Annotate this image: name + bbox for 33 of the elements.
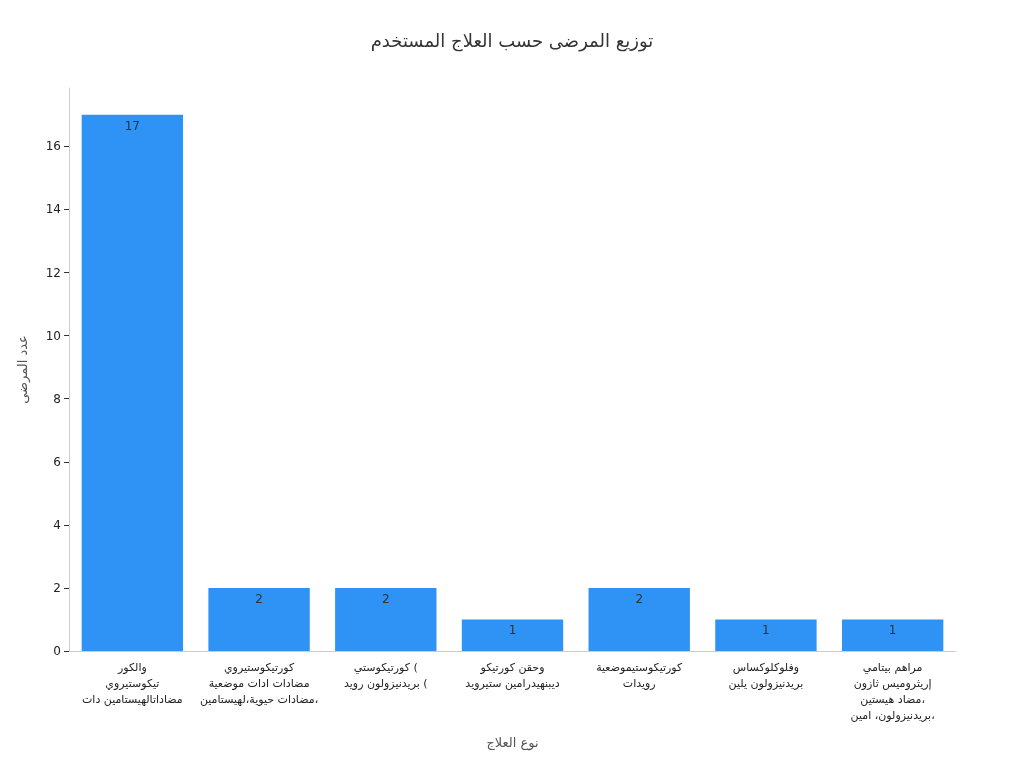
y-tick-label: 16	[45, 139, 61, 154]
bar	[461, 619, 564, 651]
y-tick-label: 2	[53, 580, 61, 595]
x-axis-title: نوع العلاج	[486, 735, 539, 751]
x-tick-label: وفلوكلوكساس بريدنيزولون يلين	[728, 660, 804, 690]
bar	[81, 114, 184, 651]
x-tick-label: مراهم بيتامي إريثروميس ثازون مضاد هيستين، بريدنيزولون، امين،	[850, 660, 935, 722]
x-tick-label: كورتيكوستيموضعية رويدات	[596, 660, 684, 690]
data-label: 1	[508, 623, 517, 638]
bar	[335, 587, 437, 651]
bar	[588, 587, 690, 651]
y-tick-label: 10	[45, 328, 61, 343]
data-label: 1	[888, 623, 897, 638]
y-tick-label: 12	[45, 265, 61, 280]
y-axis-title: عدد المرضى	[15, 335, 31, 404]
data-label: 17	[124, 118, 140, 133]
x-tick-label: وحقن كورتيكو ديبنهيدرامين ستيرويد	[465, 660, 560, 690]
y-tick-label: 0	[53, 644, 61, 658]
y-tick-label: 4	[53, 517, 61, 532]
x-tick-label: كورتيكوستي ( بريدنيزولون رويد (	[343, 660, 428, 690]
y-tick-label: 14	[45, 202, 61, 217]
y-tick-label: 6	[53, 454, 61, 469]
bar	[715, 619, 817, 651]
data-label: 2	[635, 591, 644, 606]
data-label: 2	[381, 591, 390, 606]
chart-title: توزيع المرضى حسب العلاج المستخدم	[370, 29, 654, 52]
data-label: 1	[762, 623, 770, 638]
x-tick-label: والكور تيكوستيروي مضاداتالهيستامين دات	[81, 660, 183, 706]
y-tick-label: 8	[53, 391, 61, 406]
data-label: 2	[255, 591, 263, 606]
x-tick-label: كورتيكوستيروي مضادات ادات موضعية مضادات حيوية،لهيستامين،	[199, 660, 319, 706]
bar	[841, 619, 944, 651]
bar	[208, 587, 310, 651]
